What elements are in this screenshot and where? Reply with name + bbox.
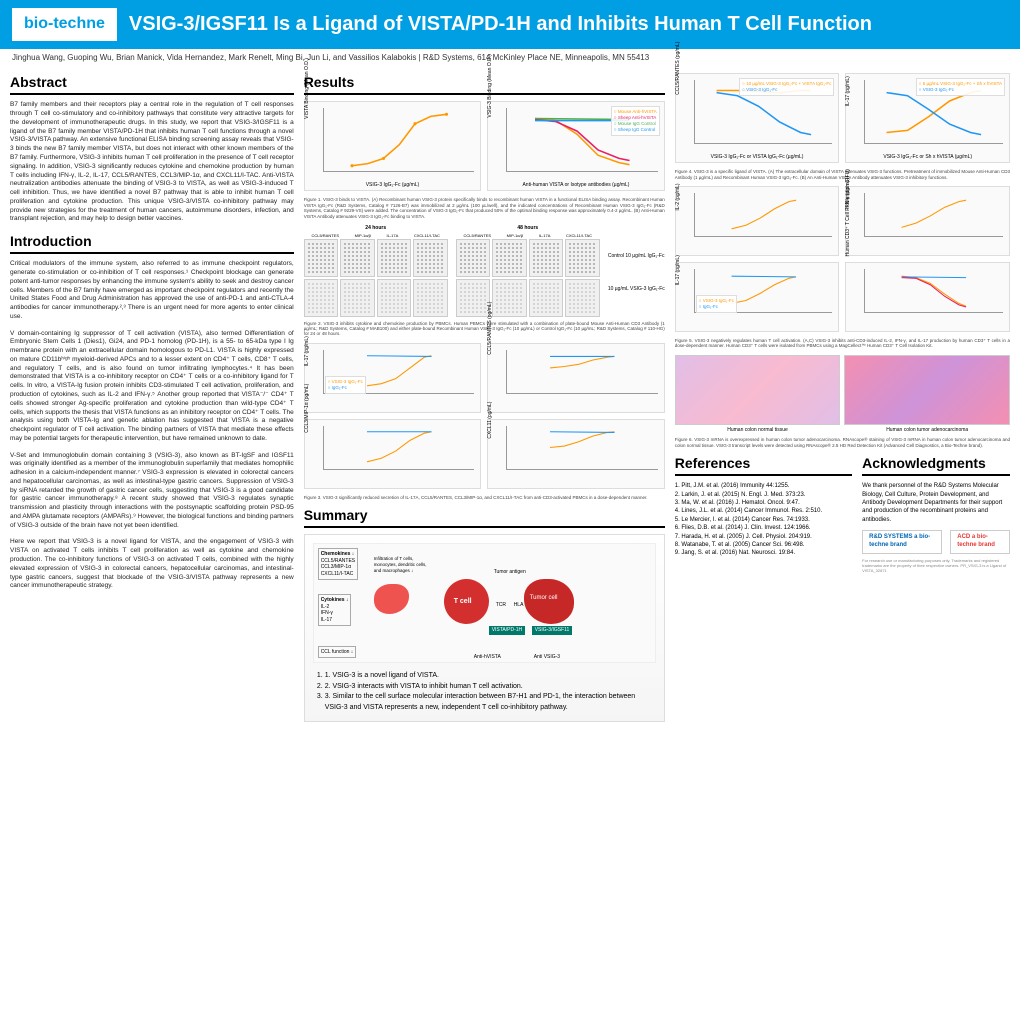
tumor-icon: Tumor cell: [524, 579, 574, 624]
acd-logo: ACD a bio-techne brand: [950, 530, 1010, 554]
intro-p2: V domain-containing Ig suppressor of T c…: [10, 330, 294, 444]
summary-box: Chemokines ↓ CCL5/RANTES CCL3/MIP-1α CXC…: [304, 534, 665, 722]
references-list: 1. Pitt, J.M. et al. (2016) Immunity 44:…: [675, 482, 852, 558]
fig2-caption: Figure 2. VSIG-3 inhibits cytokine and c…: [304, 321, 665, 337]
poster-content: Abstract B7 family members and their rec…: [0, 67, 1020, 728]
column-left: Abstract B7 family members and their rec…: [10, 73, 294, 722]
histo-tumor: [844, 355, 1010, 425]
fig3-row1: IL-17 (pg/mL) ○ VSIG-3 IgG₁-Fc○ IgG₁-Fc …: [304, 343, 665, 413]
fig5-proliferation: Human CD3⁺ T Cell Proliferation (RFU): [845, 262, 1010, 332]
abstract-text: B7 family members and their receptors pl…: [10, 101, 294, 224]
introduction-heading: Introduction: [10, 232, 294, 254]
fig1-row: VISTA Binding (Mean O.D.) VSIG-3 IgG₁-Fc…: [304, 101, 665, 191]
fig3-il17: IL-17 (pg/mL) ○ VSIG-3 IgG₁-Fc○ IgG₁-Fc: [304, 343, 482, 413]
summary-diagram: Chemokines ↓ CCL5/RANTES CCL3/MIP-1α CXC…: [313, 543, 656, 663]
intro-p3: V-Set and Immunoglobulin domain containi…: [10, 452, 294, 531]
poster-title: VSIG-3/IGSF11 Is a Ligand of VISTA/PD-1H…: [129, 11, 1008, 37]
abstract-heading: Abstract: [10, 73, 294, 95]
ack-heading: Acknowledgments: [862, 454, 1010, 476]
fig4-row: CCL5/RANTES (pg/mL) ○ 10 µg/mL VSIG-3 Ig…: [675, 73, 1010, 163]
footer-text: For research use or manufacturing purpos…: [862, 558, 1010, 574]
logo-biotechne: bio-techne: [12, 8, 117, 41]
fig4-chart-a: CCL5/RANTES (pg/mL) ○ 10 µg/mL VSIG-3 Ig…: [675, 73, 840, 163]
fig1-chart-b: VSIG-3 Binding (Mean O.D.) ○ Mouse Anti-…: [487, 101, 665, 191]
poster-header: bio-techne VSIG-3/IGSF11 Is a Ligand of …: [0, 0, 1020, 49]
fig5-row2: IL-17 (pg/mL) ○ VSIG-3 IgG₁-Fc○ IgG₁-Fc …: [675, 262, 1010, 332]
fig1-chart-a: VISTA Binding (Mean O.D.) VSIG-3 IgG₁-Fc…: [304, 101, 482, 191]
fig2-container: 24 hours CCL5/RANTESMIP-1α/βIL-17ACXCL11…: [304, 225, 665, 321]
fig3-ccl5: CCL5/RANTES (pg/mL): [487, 343, 665, 413]
fig5-il2: IL-2 (pg/mL): [675, 186, 840, 256]
fig1-caption: Figure 1. VSIG-3 binds to VISTA. (A) Rec…: [304, 197, 665, 219]
intro-p4: Here we report that VSIG-3 is a novel li…: [10, 538, 294, 591]
fig3-caption: Figure 3. VSIG-3 significantly reduced s…: [304, 495, 665, 500]
references-heading: References: [675, 454, 852, 476]
refs-ack-row: References 1. Pitt, J.M. et al. (2016) I…: [675, 454, 1010, 573]
fig4-chart-b: IL-17 (pg/mL) ○ 5 µg/mL VSIG-3 IgG₁-Fc +…: [845, 73, 1010, 163]
fig2-blots-24h: [304, 239, 448, 317]
fig6-row: Human colon normal tissue Human colon tu…: [675, 355, 1010, 434]
fig3-row2: CCL3/MIP-1α (pg/mL) CXCL11 (pg/mL): [304, 419, 665, 489]
fig1b-legend: ○ Mouse Anti-hVISTA ○ Sheep Anti-hVISTA …: [611, 106, 660, 135]
tcell-icon: T cell: [444, 579, 489, 624]
intro-p1: Critical modulators of the immune system…: [10, 260, 294, 321]
rd-systems-logo: R&D SYSTEMS a bio-techne brand: [862, 530, 942, 554]
ack-text: We thank personnel of the R&D Systems Mo…: [862, 482, 1010, 524]
fig5-caption: Figure 5. VSIG-3 negatively regulates hu…: [675, 338, 1010, 349]
macrophage-icon: [374, 584, 409, 614]
column-right: CCL5/RANTES (pg/mL) ○ 10 µg/mL VSIG-3 Ig…: [675, 73, 1010, 722]
histo-normal: [675, 355, 841, 425]
fig5-row1: IL-2 (pg/mL) IFN-γ (pg/mL): [675, 186, 1010, 256]
fig3-ccl3: CCL3/MIP-1α (pg/mL): [304, 419, 482, 489]
fig6-caption: Figure 6. VSIG-3 mRNA is overexpressed i…: [675, 437, 1010, 448]
authors-line: Jinghua Wang, Guoping Wu, Brian Manick, …: [0, 49, 1020, 67]
fig4-caption: Figure 4. VSIG-3 is a specific ligand of…: [675, 169, 1010, 180]
fig5-il17: IL-17 (pg/mL) ○ VSIG-3 IgG₁-Fc○ IgG₁-Fc: [675, 262, 840, 332]
fig2-blots-48h: [456, 239, 600, 317]
results-heading: Results: [304, 73, 665, 95]
brand-logos: R&D SYSTEMS a bio-techne brand ACD a bio…: [862, 530, 1010, 554]
summary-heading: Summary: [304, 506, 665, 528]
fig3-cxcl11: CXCL11 (pg/mL): [487, 419, 665, 489]
summary-points: 1. VSIG-3 is a novel ligand of VISTA. 2.…: [313, 671, 656, 713]
column-middle: Results VISTA Binding (Mean O.D.) VSIG-3…: [304, 73, 665, 722]
fig5-ifng: IFN-γ (pg/mL): [845, 186, 1010, 256]
title-block: VSIG-3/IGSF11 Is a Ligand of VISTA/PD-1H…: [129, 11, 1008, 37]
